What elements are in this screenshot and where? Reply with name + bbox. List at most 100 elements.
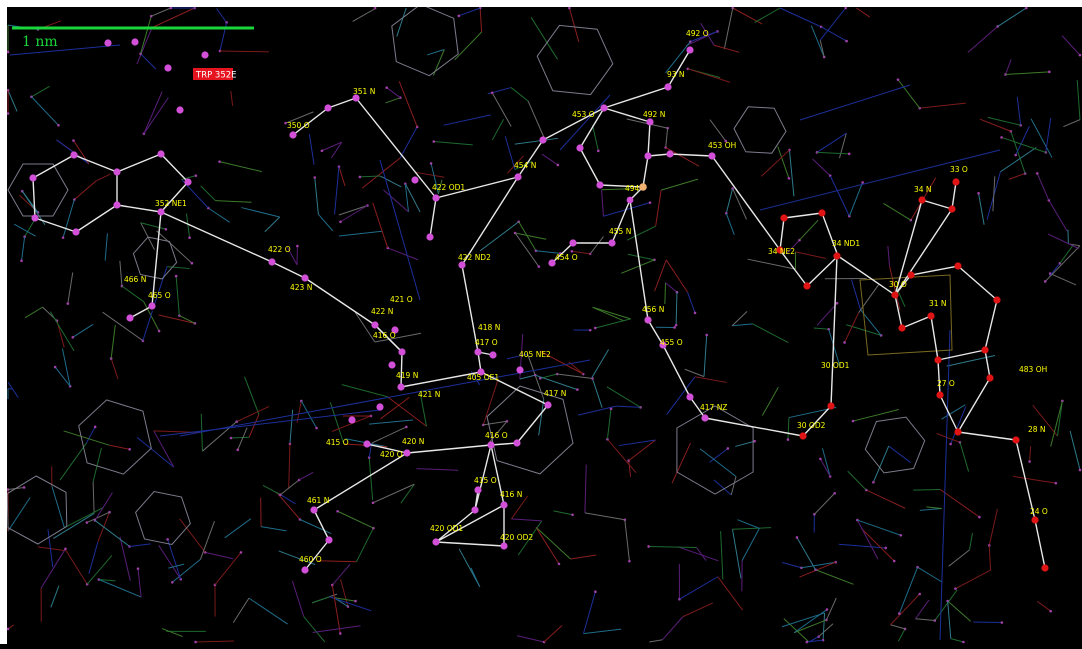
background-bond — [31, 97, 58, 126]
background-bond — [800, 562, 836, 577]
selected-residue-badge[interactable]: TRP 352E — [193, 68, 237, 81]
carbon-atom — [113, 201, 120, 208]
background-bond — [304, 617, 325, 642]
oxygen-atom — [780, 214, 787, 221]
background-bond — [471, 568, 480, 587]
background-bond — [265, 217, 280, 232]
background-bond — [797, 537, 816, 569]
bond — [407, 445, 491, 453]
background-bond — [355, 312, 375, 342]
background-bond — [41, 549, 65, 588]
background-bond — [570, 555, 596, 559]
background-bond — [22, 237, 25, 261]
background-bond — [416, 172, 445, 177]
background-bond — [602, 190, 604, 216]
background-bond — [1050, 274, 1076, 285]
background-atom — [977, 192, 980, 195]
carbon-atom — [411, 176, 418, 183]
background-bond — [607, 439, 636, 473]
atom-label: 416 N — [500, 490, 522, 499]
atom-label: 30 OD1 — [821, 361, 850, 370]
background-atom — [826, 608, 829, 611]
carbon-atom — [184, 178, 191, 185]
background-bond — [595, 319, 630, 328]
oxygen-atom — [799, 432, 806, 439]
bond — [958, 432, 1016, 440]
background-bond — [920, 103, 966, 108]
carbon-atom — [569, 239, 576, 246]
background-bond — [111, 325, 115, 359]
background-atom — [67, 302, 70, 305]
background-bond — [721, 531, 723, 579]
background-bond — [434, 142, 473, 145]
atom-label: 421 N — [418, 390, 440, 399]
ring-outline — [537, 25, 613, 94]
background-bond — [96, 174, 110, 181]
background-bond — [592, 378, 602, 407]
background-bond — [95, 493, 112, 521]
atom-label: 405 NE2 — [519, 350, 551, 359]
ring-outline — [8, 164, 68, 216]
background-atom — [57, 124, 60, 127]
carbon-atom — [157, 150, 164, 157]
atom-label: 492 O — [686, 29, 709, 38]
carbon-atom — [70, 151, 77, 158]
bond — [630, 200, 648, 320]
background-bond — [915, 619, 934, 621]
background-atom — [296, 245, 299, 248]
background-bond — [968, 26, 998, 52]
background-bond — [544, 625, 562, 642]
bond — [74, 155, 117, 172]
atom-label: 415 O — [474, 476, 497, 485]
background-atom — [7, 628, 10, 631]
background-atom — [86, 521, 89, 524]
background-atom — [430, 162, 433, 165]
background-bond — [427, 50, 444, 55]
window-frame-top — [0, 0, 1082, 7]
background-bond — [738, 520, 760, 529]
background-bond — [960, 442, 969, 471]
atom-label: 422 N — [371, 307, 393, 316]
background-bond — [201, 186, 216, 201]
atom-label: 352 NE1 — [155, 199, 187, 208]
background-bond — [154, 431, 174, 467]
background-bond — [180, 360, 590, 436]
carbon-atom — [432, 194, 439, 201]
oxygen-atom — [1041, 564, 1048, 571]
background-bond — [93, 482, 94, 514]
background-bond — [688, 292, 696, 313]
carbon-atom — [474, 486, 481, 493]
background-bond — [695, 377, 727, 383]
background-atom — [848, 153, 851, 156]
carbon-atom — [31, 214, 38, 221]
background-atom — [166, 538, 169, 541]
background-bond — [649, 546, 697, 547]
oxygen-atom — [954, 428, 961, 435]
background-bond — [38, 547, 66, 551]
background-bond — [143, 311, 153, 341]
background-bond — [666, 260, 687, 292]
background-bond — [416, 469, 458, 471]
background-bond — [517, 636, 544, 642]
atom-label: 456 N — [642, 305, 664, 314]
background-bond — [846, 325, 881, 336]
background-bond — [144, 98, 168, 134]
background-atom — [597, 150, 600, 153]
background-bond — [629, 461, 631, 477]
background-bond — [1016, 126, 1030, 155]
background-atom — [978, 516, 981, 519]
background-atom — [628, 560, 631, 563]
atom-label: 417 N — [544, 389, 566, 398]
background-atom — [962, 641, 965, 644]
carbon-atom — [301, 274, 308, 281]
carbon-atom — [544, 401, 551, 408]
background-bond — [665, 283, 666, 304]
background-bond — [1017, 97, 1020, 125]
background-bond — [726, 189, 732, 214]
oxygen-atom — [891, 291, 898, 298]
background-atom — [1001, 621, 1004, 624]
bond — [670, 154, 712, 156]
background-bond — [655, 260, 667, 291]
